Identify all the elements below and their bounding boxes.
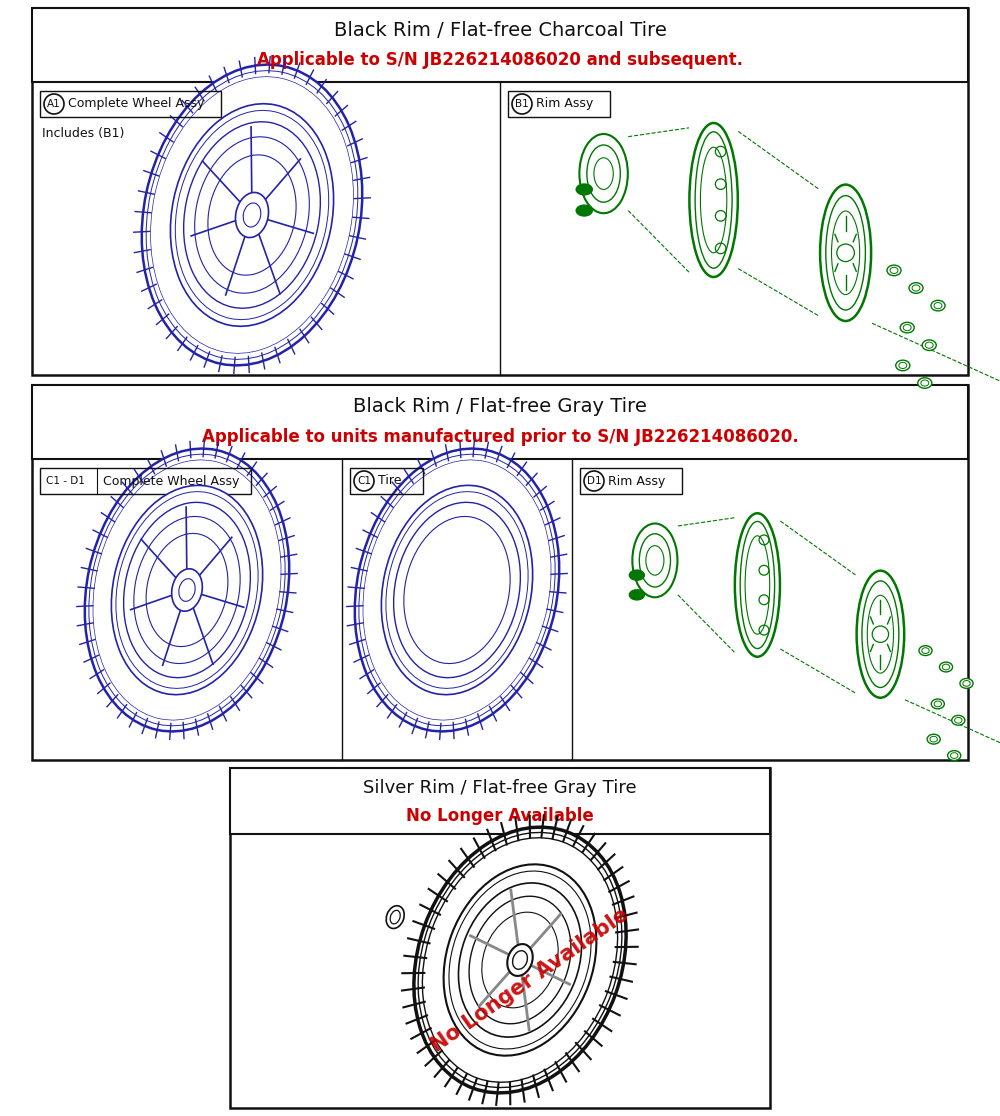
Ellipse shape — [857, 570, 904, 698]
Ellipse shape — [820, 184, 871, 321]
Text: Tire: Tire — [378, 474, 402, 488]
Bar — [32, 8, 968, 375]
Text: Rim Assy: Rim Assy — [608, 474, 665, 488]
Ellipse shape — [862, 581, 899, 687]
Ellipse shape — [414, 827, 626, 1093]
Text: Applicable to S/N JB226214086020 and subsequent.: Applicable to S/N JB226214086020 and sub… — [257, 51, 743, 69]
Bar — [32, 385, 968, 760]
Circle shape — [584, 471, 604, 491]
Bar — [32, 385, 968, 459]
Ellipse shape — [355, 449, 559, 731]
Circle shape — [872, 626, 889, 643]
Ellipse shape — [887, 266, 901, 276]
Text: Black Rim / Flat-free Charcoal Tire: Black Rim / Flat-free Charcoal Tire — [334, 20, 666, 39]
Ellipse shape — [646, 546, 664, 575]
Bar — [350, 468, 423, 494]
Ellipse shape — [576, 205, 592, 215]
Ellipse shape — [832, 211, 860, 295]
Ellipse shape — [111, 485, 263, 694]
Ellipse shape — [952, 715, 965, 725]
Ellipse shape — [85, 449, 289, 731]
Ellipse shape — [919, 646, 932, 655]
Ellipse shape — [594, 157, 613, 190]
Ellipse shape — [939, 662, 953, 672]
Ellipse shape — [900, 323, 914, 333]
Circle shape — [837, 244, 854, 261]
Ellipse shape — [740, 521, 775, 648]
Text: Includes (B1): Includes (B1) — [42, 127, 124, 141]
Text: C1: C1 — [357, 477, 371, 485]
Ellipse shape — [587, 145, 620, 202]
Ellipse shape — [689, 123, 738, 277]
Ellipse shape — [867, 595, 894, 673]
Ellipse shape — [632, 523, 677, 597]
Ellipse shape — [931, 699, 944, 709]
Text: Silver Rim / Flat-free Gray Tire: Silver Rim / Flat-free Gray Tire — [363, 779, 637, 797]
Ellipse shape — [700, 147, 727, 253]
Bar — [230, 768, 770, 834]
Text: B1: B1 — [515, 99, 529, 109]
Text: Applicable to units manufactured prior to S/N JB226214086020.: Applicable to units manufactured prior t… — [202, 429, 798, 446]
Text: D1: D1 — [587, 477, 601, 485]
Circle shape — [44, 94, 64, 114]
Ellipse shape — [960, 679, 973, 689]
Ellipse shape — [170, 104, 334, 326]
Text: No Longer Available: No Longer Available — [406, 807, 594, 825]
Text: A1: A1 — [47, 99, 61, 109]
Ellipse shape — [927, 734, 940, 744]
Ellipse shape — [695, 132, 732, 268]
Ellipse shape — [579, 134, 628, 213]
Ellipse shape — [896, 360, 910, 371]
Ellipse shape — [909, 282, 923, 294]
Text: Complete Wheel Assy: Complete Wheel Assy — [103, 474, 239, 488]
Ellipse shape — [931, 300, 945, 311]
Ellipse shape — [918, 377, 932, 388]
Ellipse shape — [444, 864, 596, 1056]
Text: Black Rim / Flat-free Gray Tire: Black Rim / Flat-free Gray Tire — [353, 397, 647, 416]
Ellipse shape — [507, 944, 533, 976]
Text: No Longer Available: No Longer Available — [428, 904, 632, 1056]
Ellipse shape — [629, 590, 644, 599]
Bar — [32, 8, 968, 81]
Text: C1 - D1: C1 - D1 — [46, 477, 85, 485]
Bar — [580, 468, 682, 494]
Ellipse shape — [826, 195, 865, 310]
Ellipse shape — [381, 485, 533, 694]
Ellipse shape — [948, 751, 961, 760]
Ellipse shape — [172, 569, 202, 612]
Ellipse shape — [576, 184, 592, 194]
Text: Complete Wheel Assy: Complete Wheel Assy — [68, 97, 204, 110]
Ellipse shape — [629, 570, 644, 580]
Ellipse shape — [639, 533, 670, 587]
Bar — [508, 92, 610, 117]
Ellipse shape — [735, 513, 780, 656]
Ellipse shape — [142, 65, 362, 365]
Ellipse shape — [745, 536, 770, 634]
Ellipse shape — [235, 192, 269, 238]
Bar — [40, 92, 221, 117]
Text: Rim Assy: Rim Assy — [536, 97, 593, 110]
Circle shape — [354, 471, 374, 491]
Bar — [230, 768, 770, 1108]
Circle shape — [512, 94, 532, 114]
Ellipse shape — [922, 340, 936, 350]
Bar — [40, 468, 251, 494]
